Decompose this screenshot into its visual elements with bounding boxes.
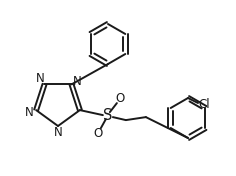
Text: Cl: Cl — [198, 99, 210, 112]
Text: O: O — [93, 127, 102, 140]
Text: N: N — [25, 106, 34, 119]
Text: O: O — [115, 92, 125, 105]
Text: N: N — [54, 127, 62, 140]
Text: N: N — [36, 72, 45, 85]
Text: N: N — [73, 75, 82, 88]
Text: S: S — [103, 108, 113, 123]
